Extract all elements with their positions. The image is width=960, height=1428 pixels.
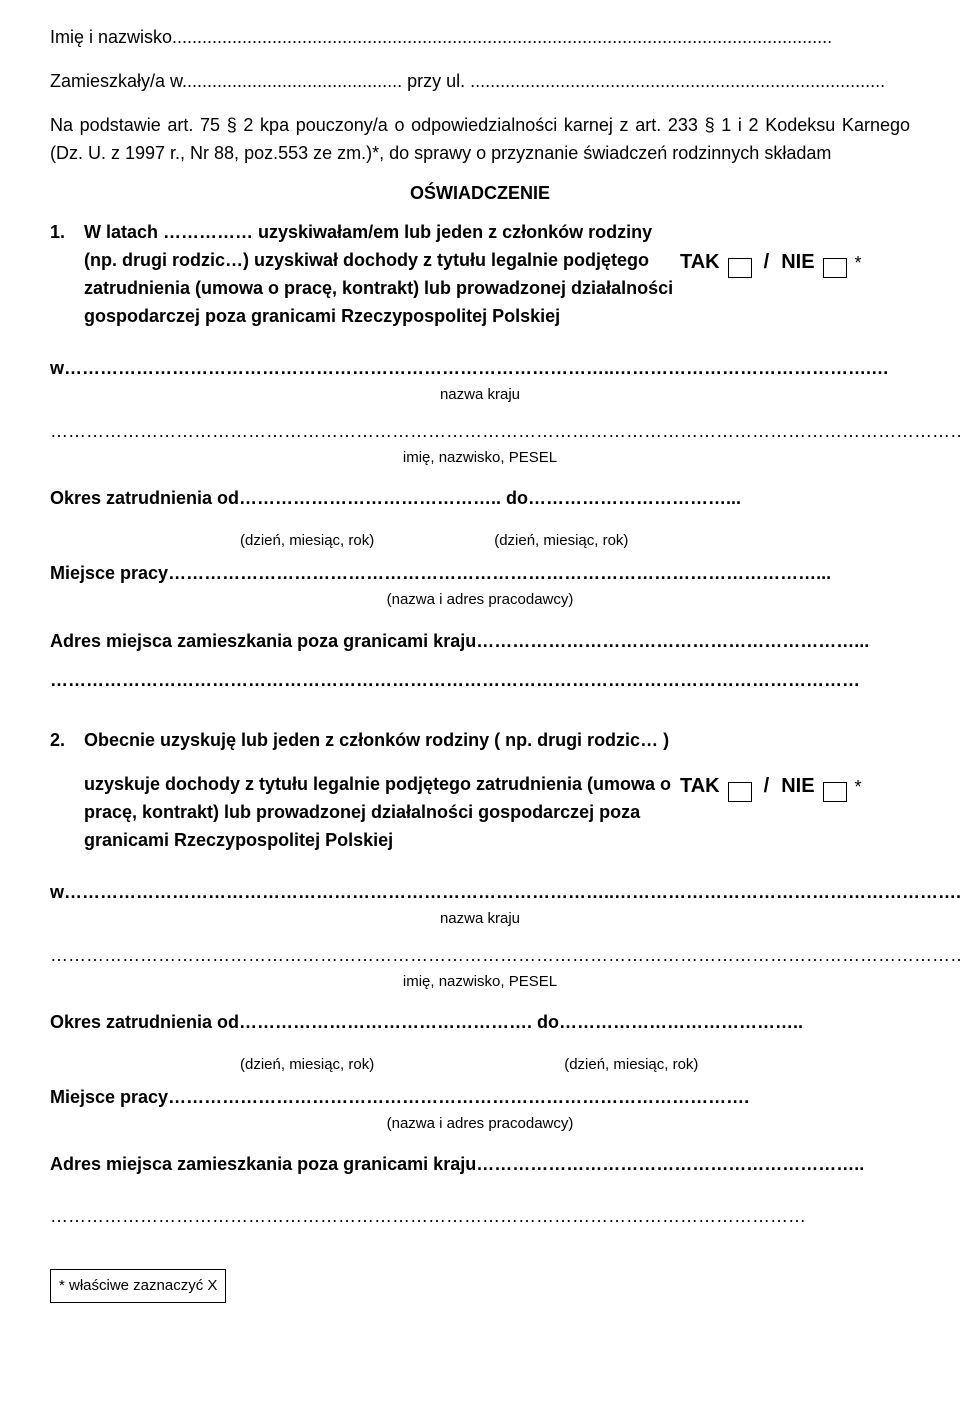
slash-2: / [764,771,770,802]
tak-label: TAK [680,247,720,278]
nie-label: NIE [781,247,814,278]
s1-pesel-label: imię, nazwisko, PESEL [50,446,910,469]
star-2: * [855,774,862,802]
s2-period-line[interactable]: Okres zatrudnienia od…………………………………………. d… [50,1009,910,1037]
star-1: * [855,250,862,278]
s2-date-hint-from: (dzień, miesiąc, rok) [240,1053,374,1076]
section-1-line2: (np. drugi rodzic…) uzyskiwał dochody z … [84,247,680,331]
s2-address-line[interactable]: Adres miejsca zamieszkania poza granicam… [50,1151,910,1179]
name-field-line[interactable]: Imię i nazwisko.........................… [50,24,910,52]
s2-date-hint-to: (dzień, miesiąc, rok) [564,1053,698,1076]
legal-basis-text: Na podstawie art. 75 § 2 kpa pouczony/a … [50,112,910,168]
s1-country-line[interactable]: w………………………………………………………………………………..…………………… [50,355,910,383]
tak-checkbox-2[interactable] [728,782,752,802]
nie-label-2: NIE [781,771,814,802]
section-2: 2. Obecnie uzyskuję lub jeden z członków… [50,727,910,855]
s1-address-line[interactable]: Adres miejsca zamieszkania poza granicam… [50,628,910,656]
document-page: Imię i nazwisko.........................… [0,0,960,1428]
s1-date-hint-to: (dzień, miesiąc, rok) [494,529,628,552]
residence-field-line[interactable]: Zamieszkały/a w.........................… [50,68,910,96]
s2-pesel-label: imię, nazwisko, PESEL [50,970,910,993]
s1-work-line[interactable]: Miejsce pracy………………………………………………………………………… [50,560,910,588]
s2-country-line[interactable]: w………………………………………………………………………………..…………………… [50,879,910,907]
section-2-number: 2. [50,727,84,755]
slash-1: / [764,247,770,278]
section-1-number: 1. [50,219,84,247]
tak-checkbox[interactable] [728,258,752,278]
tak-label-2: TAK [680,771,720,802]
section-1-yesno: TAK / NIE * [680,247,910,280]
s2-work-line[interactable]: Miejsce pracy………………………………………………………………………… [50,1084,910,1112]
section-2-yesno: TAK / NIE * [680,771,910,804]
section-1-line1: W latach …………… uzyskiwałam/em lub jeden … [84,219,910,247]
footnote-box: * właściwe zaznaczyć X [50,1269,226,1302]
s2-address-cont[interactable]: …………………………………………………………………………………………………………… [50,1203,910,1231]
s1-country-label: nazwa kraju [50,383,910,406]
s1-address-cont[interactable]: …………………………………………………………………………………………………………… [50,667,910,695]
section-1-body: W latach …………… uzyskiwałam/em lub jeden … [84,219,910,331]
declaration-title: OŚWIADCZENIE [50,180,910,208]
s2-employer-label: (nazwa i adres pracodawcy) [50,1112,910,1135]
section-2-line1: Obecnie uzyskuję lub jeden z członków ro… [84,727,910,755]
section-1: 1. W latach …………… uzyskiwałam/em lub jed… [50,219,910,331]
s1-date-hint-from: (dzień, miesiąc, rok) [240,529,374,552]
nie-checkbox[interactable] [823,258,847,278]
section-2-line2: uzyskuje dochody z tytułu legalnie podję… [84,771,680,855]
section-2-body: Obecnie uzyskuję lub jeden z członków ro… [84,727,910,855]
s1-employer-label: (nazwa i adres pracodawcy) [50,588,910,611]
s2-date-hints: (dzień, miesiąc, rok) (dzień, miesiąc, r… [50,1053,910,1076]
s2-country-label: nazwa kraju [50,907,910,930]
s1-period-line[interactable]: Okres zatrudnienia od…………………………………….. do… [50,485,910,513]
s1-pesel-line[interactable]: …………………………………………………………………………………………………………… [50,418,910,446]
s1-date-hints: (dzień, miesiąc, rok) (dzień, miesiąc, r… [50,529,910,552]
nie-checkbox-2[interactable] [823,782,847,802]
s2-pesel-line[interactable]: …………………………………………………………………………………………………………… [50,942,910,970]
